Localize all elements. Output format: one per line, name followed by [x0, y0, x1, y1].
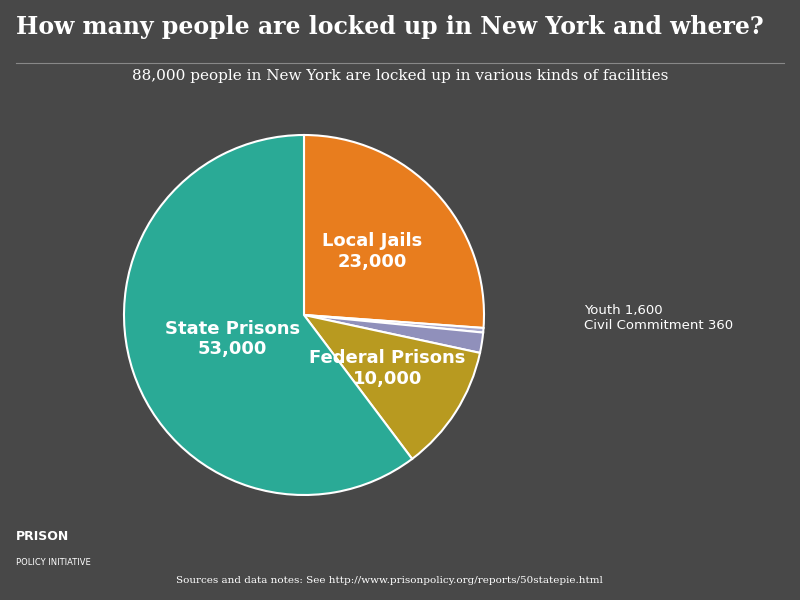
- Text: POLICY INITIATIVE: POLICY INITIATIVE: [16, 558, 90, 567]
- Text: PRISON: PRISON: [16, 530, 70, 543]
- Text: Local Jails
23,000: Local Jails 23,000: [322, 232, 422, 271]
- Text: How many people are locked up in New York and where?: How many people are locked up in New Yor…: [16, 15, 764, 39]
- Text: Youth 1,600
Civil Commitment 360: Youth 1,600 Civil Commitment 360: [584, 304, 733, 332]
- Text: 88,000 people in New York are locked up in various kinds of facilities: 88,000 people in New York are locked up …: [132, 69, 668, 83]
- Wedge shape: [304, 315, 483, 353]
- Wedge shape: [304, 315, 480, 459]
- Text: Federal Prisons
10,000: Federal Prisons 10,000: [309, 349, 466, 388]
- Text: State Prisons
53,000: State Prisons 53,000: [165, 320, 300, 358]
- Wedge shape: [304, 135, 484, 328]
- Wedge shape: [124, 135, 412, 495]
- Text: Sources and data notes: See http://www.prisonpolicy.org/reports/50statepie.html: Sources and data notes: See http://www.p…: [176, 576, 603, 585]
- Wedge shape: [304, 315, 483, 332]
